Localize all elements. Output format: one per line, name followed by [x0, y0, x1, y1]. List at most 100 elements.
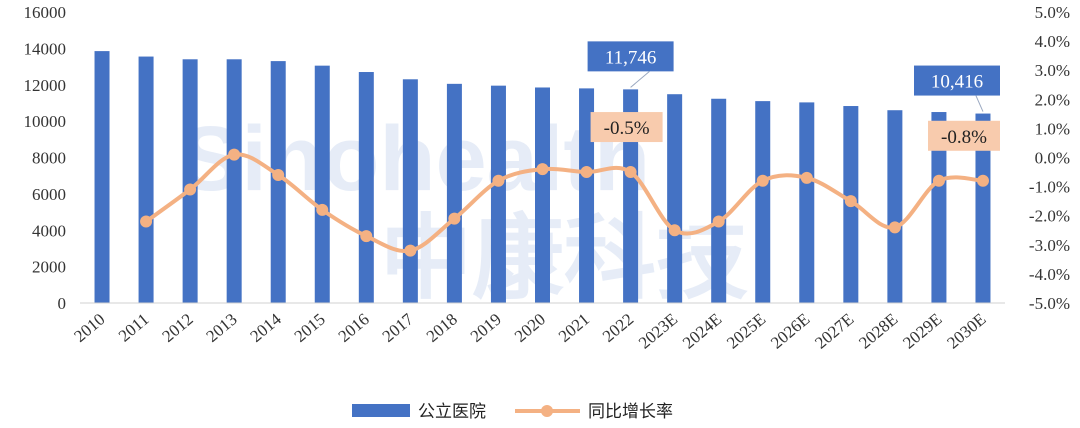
bar-callout-label: 11,746 [605, 47, 657, 68]
y-right-tick-label: -2.0% [1029, 207, 1070, 226]
y-right-tick-label: 5.0% [1035, 3, 1070, 22]
x-tick-label: 2016 [335, 310, 373, 346]
bar-2022 [623, 89, 639, 303]
x-tick-label: 2013 [202, 310, 240, 346]
line-point-2012 [184, 183, 197, 196]
x-tick-label: 2022 [599, 310, 637, 346]
y-left-tick-label: 10000 [24, 112, 67, 131]
y-right-tick-label: 2.0% [1035, 90, 1070, 109]
bar-2018 [446, 83, 462, 303]
line-point-2028E [888, 221, 901, 234]
line-point-2018 [448, 212, 461, 225]
y-left-tick-label: 2000 [32, 258, 66, 277]
legend-bar-label: 公立医院 [418, 402, 486, 422]
line-callout-label: -0.5% [604, 118, 650, 139]
bar-callout-leader [630, 70, 650, 88]
legend-bar-swatch [352, 404, 410, 417]
line-point-2014 [272, 168, 285, 181]
bar-2019 [490, 85, 506, 303]
bar-callout-leader [975, 95, 984, 112]
bar-2025E [755, 101, 771, 304]
line-point-2024E [712, 215, 725, 228]
bar-callout-box [587, 41, 674, 72]
x-tick-label: 2027E [811, 310, 857, 353]
bar-2026E [799, 102, 815, 303]
bar-2016 [358, 72, 374, 303]
annotations: 11,746 10,416 -0.5% -0.8% [587, 41, 1000, 151]
line-point-2026E [800, 171, 813, 184]
bar-2013 [226, 59, 242, 303]
line-point-2029E [932, 174, 945, 187]
x-tick-label: 2011 [115, 310, 153, 346]
bar-2015 [314, 65, 330, 303]
legend-line-marker [541, 405, 553, 417]
y-axis-right: -5.0% -4.0% -3.0% -2.0% -1.0% 0.0% 1.0% 2.0% 3.0… [1029, 3, 1070, 313]
y-right-tick-label: -3.0% [1029, 236, 1070, 255]
line-point-2023E [668, 224, 681, 237]
line-point-2019 [492, 174, 505, 187]
line-point-2025E [756, 174, 769, 187]
line-point-2030E [976, 174, 989, 187]
x-tick-label: 2015 [291, 310, 329, 346]
y-left-tick-label: 12000 [24, 76, 67, 95]
line-point-2013 [228, 148, 241, 161]
line-point-2015 [316, 203, 329, 216]
bar-callout-label: 10,416 [931, 72, 983, 93]
bar-series [94, 51, 991, 304]
bar-2023E [667, 94, 683, 304]
line-point-2017 [404, 244, 417, 257]
y-left-tick-label: 8000 [32, 149, 66, 168]
y-left-tick-label: 6000 [32, 185, 66, 204]
line-point-2016 [360, 230, 373, 243]
bar-2011 [138, 56, 154, 304]
line-point-2022 [624, 166, 637, 179]
y-axis-left: 0 2000 4000 6000 8000 10000 12000 14000 16000 [24, 3, 67, 313]
x-tick-label: 2024E [679, 310, 725, 353]
x-tick-label: 2010 [70, 310, 108, 346]
x-tick-label: 2014 [247, 309, 286, 346]
x-tick-label: 2019 [467, 310, 505, 346]
y-right-tick-label: -1.0% [1029, 178, 1070, 197]
y-right-tick-label: -4.0% [1029, 265, 1070, 284]
x-tick-label: 2028E [855, 310, 901, 353]
x-tick-label: 2030E [943, 310, 989, 353]
line-point-2020 [536, 163, 549, 176]
x-tick-label: 2017 [379, 309, 418, 346]
x-tick-label: 2018 [423, 310, 461, 346]
bar-2020 [535, 87, 550, 304]
y-left-tick-label: 14000 [24, 39, 67, 58]
y-left-tick-label: 16000 [24, 3, 67, 22]
y-right-tick-label: 0.0% [1035, 149, 1070, 168]
line-callout-label: -0.8% [941, 127, 987, 148]
watermark-line2: 中康科技 [380, 208, 748, 310]
line-point-2011 [140, 215, 153, 228]
line-callout-box [928, 120, 1000, 151]
bar-2024E [711, 98, 727, 304]
bar-2030E [975, 113, 991, 304]
line-point-2027E [844, 195, 857, 208]
x-tick-label: 2020 [511, 310, 549, 346]
y-left-tick-label: 4000 [32, 221, 66, 240]
x-tick-label: 2025E [723, 310, 769, 353]
bar-2014 [270, 61, 286, 304]
x-tick-label: 2012 [158, 310, 196, 346]
bar-2012 [182, 59, 198, 303]
bar-2029E [931, 112, 947, 303]
legend: 公立医院 同比增长率 [352, 402, 673, 422]
bar-2017 [402, 79, 418, 303]
line-series [140, 148, 989, 257]
legend-line-label: 同比增长率 [588, 402, 673, 422]
y-right-tick-label: 1.0% [1035, 119, 1070, 138]
y-right-tick-label: -5.0% [1029, 294, 1070, 313]
y-right-tick-label: 4.0% [1035, 32, 1070, 51]
line-callout-box [590, 112, 663, 143]
x-tick-label: 2023E [635, 310, 681, 353]
x-tick-label: 2029E [899, 310, 945, 353]
y-right-tick-label: 3.0% [1035, 61, 1070, 80]
line-point-2021 [580, 166, 593, 179]
x-axis: 2010 2011 2012 2013 2014 2015 2016 2017 2018 2019… [70, 302, 1005, 353]
bar-2028E [887, 110, 903, 304]
y-left-tick-label: 0 [58, 294, 67, 313]
bar-2021 [579, 88, 595, 303]
